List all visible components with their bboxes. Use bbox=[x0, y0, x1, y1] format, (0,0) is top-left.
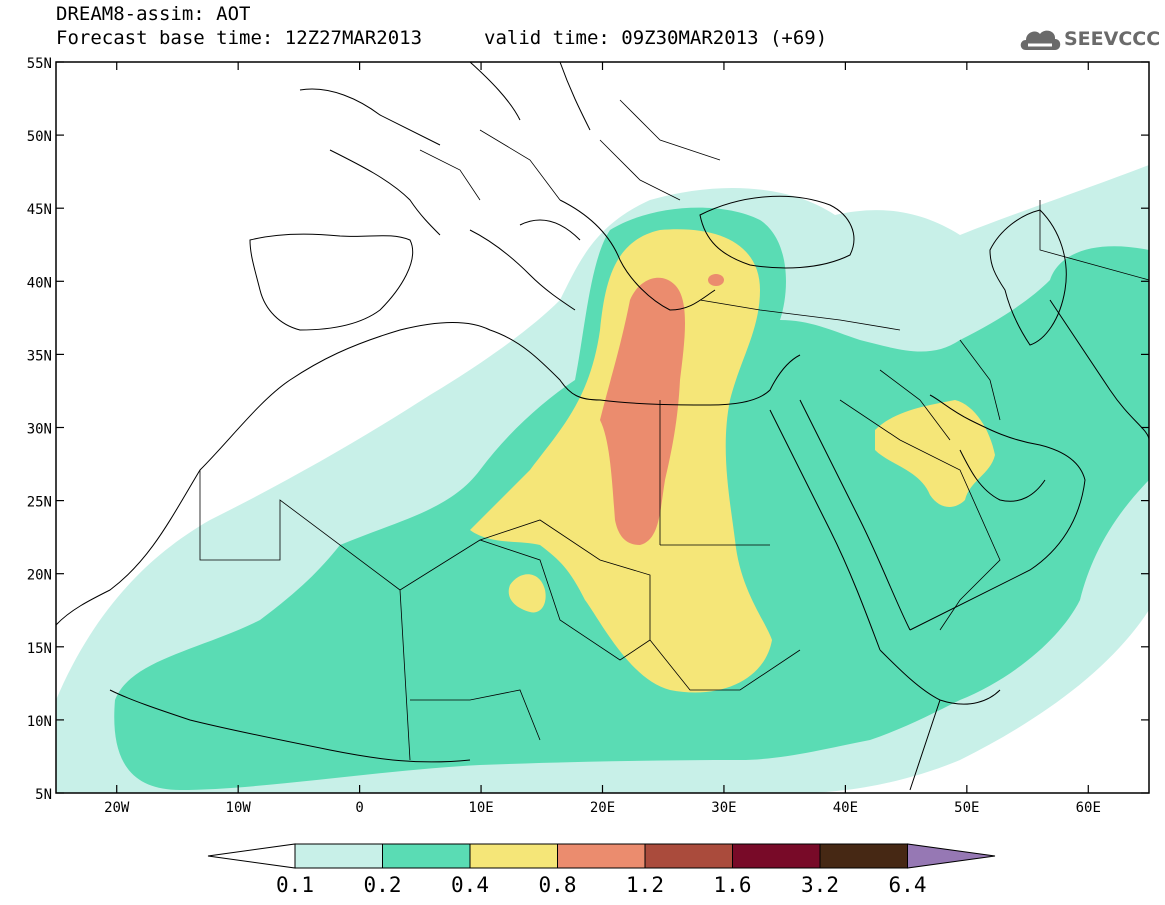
lat-tick-label: 10N bbox=[27, 714, 52, 730]
border-libya-egypt bbox=[659, 400, 770, 546]
coastline-iran bbox=[1049, 299, 1149, 441]
colorbar-label: 0.1 bbox=[276, 873, 314, 897]
lat-tick-label: 15N bbox=[27, 641, 52, 657]
coastline-iberia bbox=[249, 233, 414, 331]
coastline-italy bbox=[469, 219, 581, 311]
colorbar-label: 3.2 bbox=[801, 873, 839, 897]
colorbar: 0.1 0.2 0.4 0.8 1.2 1.6 3.2 6.4 bbox=[207, 843, 996, 897]
lat-tick-label: 50N bbox=[27, 129, 52, 145]
colorbar-segment bbox=[469, 843, 558, 869]
coastline-horn bbox=[879, 649, 1001, 791]
colorbar-label: 1.2 bbox=[626, 873, 664, 897]
border-turkey bbox=[699, 299, 901, 331]
coastlines bbox=[56, 62, 1149, 791]
lat-tick-label: 55N bbox=[27, 56, 52, 72]
colorbar-upper-extension bbox=[907, 843, 996, 869]
lon-tick-label: 40E bbox=[833, 800, 858, 816]
colorbar-label: 6.4 bbox=[889, 873, 927, 897]
latitude-axis: 55N 50N 45N 40N 35N 30N 25N 20N 15N 10N 5N bbox=[27, 56, 1149, 803]
colorbar-segment bbox=[819, 843, 908, 869]
map-title: DREAM8-assim: AOT bbox=[56, 3, 251, 25]
lon-tick-label: 10E bbox=[468, 800, 493, 816]
lon-tick-label: 10W bbox=[226, 800, 252, 816]
colorbar-segment bbox=[294, 843, 383, 869]
border-niger-chad bbox=[399, 539, 651, 661]
longitude-axis: 20W 10W 0 10E 20E 30E 40E 50E 60E bbox=[104, 62, 1101, 816]
colorbar-segment bbox=[644, 843, 733, 869]
lat-tick-label: 40N bbox=[27, 275, 52, 291]
coastline-blacksea bbox=[699, 195, 855, 269]
coastline-balkans bbox=[559, 199, 716, 311]
lat-tick-label: 30N bbox=[27, 422, 52, 438]
lat-tick-label: 35N bbox=[27, 348, 52, 364]
border-algeria-libya bbox=[479, 519, 651, 640]
valid-time: valid time: 09Z30MAR2013 (+69) bbox=[484, 27, 828, 49]
border-iraq-iran bbox=[879, 339, 1001, 441]
lat-tick-label: 45N bbox=[27, 202, 52, 218]
lon-tick-label: 50E bbox=[954, 800, 979, 816]
aot-band-0.8-blob bbox=[708, 274, 724, 286]
border-mauritania-mali bbox=[199, 470, 411, 761]
coastline-caspian bbox=[989, 209, 1067, 346]
colorbar-segment bbox=[732, 843, 821, 869]
border-sudan bbox=[649, 639, 801, 691]
lon-tick-label: 20E bbox=[590, 800, 615, 816]
lon-tick-label: 20W bbox=[104, 800, 130, 816]
colorbar-label: 0.4 bbox=[451, 873, 489, 897]
coastline-west-africa bbox=[109, 689, 471, 763]
aot-band-0.4-gulf bbox=[875, 400, 995, 507]
lon-tick-label: 60E bbox=[1076, 800, 1101, 816]
border-saudi bbox=[839, 399, 1001, 631]
colorbar-label: 1.6 bbox=[714, 873, 752, 897]
coastline-arabia bbox=[909, 394, 1086, 631]
lat-tick-label: 20N bbox=[27, 568, 52, 584]
colorbar-label: 0.8 bbox=[539, 873, 577, 897]
lon-tick-label: 30E bbox=[711, 800, 736, 816]
aot-band-0.4-blob bbox=[508, 574, 546, 613]
aot-shading bbox=[56, 165, 1149, 793]
colorbar-segment bbox=[557, 843, 646, 869]
coastline-africa-north bbox=[56, 322, 801, 626]
colorbar-segment bbox=[382, 843, 471, 869]
coastline-redsea bbox=[769, 399, 911, 651]
seevccc-logo: SEEVCCC bbox=[1018, 22, 1161, 58]
colorbar-lower-extension bbox=[207, 843, 296, 869]
border-europe bbox=[419, 99, 721, 201]
coastline-scandinavia bbox=[469, 62, 591, 131]
logo-text: SEEVCCC bbox=[1064, 28, 1161, 50]
cloud-icon bbox=[1020, 30, 1061, 50]
coastline-persian-gulf bbox=[959, 449, 1046, 502]
border-kazakh bbox=[1039, 200, 1149, 281]
aot-band-0.8 bbox=[600, 277, 685, 545]
lat-tick-label: 5N bbox=[35, 787, 52, 803]
lon-tick-label: 0 bbox=[355, 800, 363, 816]
border-nigeria bbox=[410, 689, 541, 741]
colorbar-label: 0.2 bbox=[364, 873, 402, 897]
coastline-france-uk bbox=[299, 88, 441, 236]
forecast-base-time: Forecast base time: 12Z27MAR2013 bbox=[56, 27, 423, 49]
lat-tick-label: 25N bbox=[27, 495, 52, 511]
country-borders bbox=[199, 99, 1149, 761]
